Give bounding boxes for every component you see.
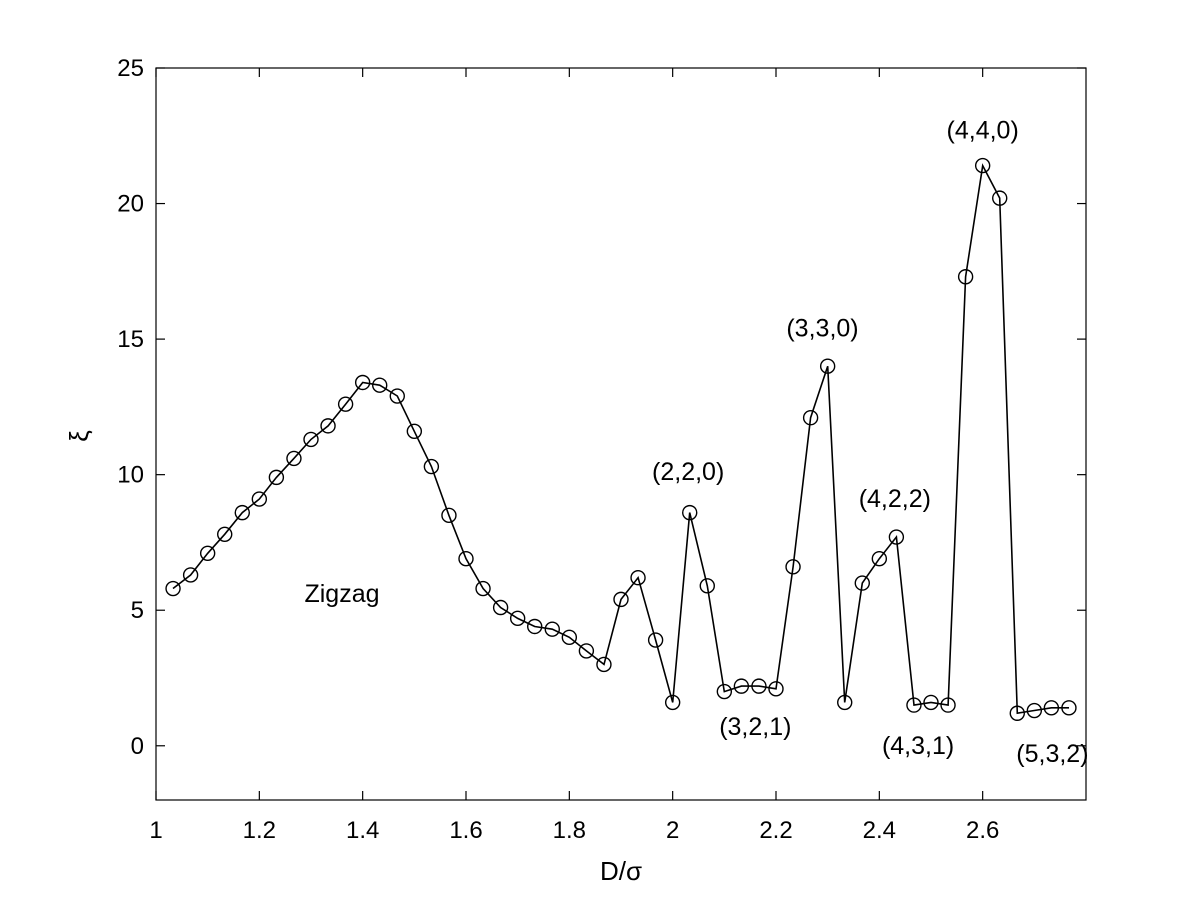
data-point [337,396,354,412]
data-point [682,504,698,521]
data-point [423,458,440,475]
data-point [871,551,888,567]
data-point [630,569,646,586]
data-point [923,694,939,711]
x-tick-label: 2.4 [863,817,896,844]
data-point [819,358,836,374]
data-point [268,469,285,486]
data-point [544,621,560,637]
data-point [389,388,405,404]
data-point [199,545,216,561]
data-point [785,559,801,575]
data-point [509,610,526,627]
data-point [596,656,612,673]
data-point [1043,700,1060,716]
data-point [854,575,870,591]
data-point [165,580,181,597]
data-point [768,681,784,697]
data-point [888,529,905,545]
y-tick-label: 5 [131,597,144,624]
data-point [441,507,457,524]
data-point [354,374,371,391]
data-point [1009,705,1025,721]
annotation-label: (4,4,0) [947,116,1019,144]
data-point [802,410,819,426]
data-point [578,643,595,659]
y-tick-label: 0 [131,733,144,760]
data-point [1026,702,1043,719]
data-point [1061,700,1077,716]
data-point [906,697,922,713]
data-point [940,697,956,713]
data-point [716,683,733,700]
x-tick-label: 2 [666,817,679,844]
annotation-label: (2,2,0) [652,458,724,486]
x-axis-label: D/σ [600,856,642,886]
data-point [613,591,629,608]
data-point [234,504,250,521]
series-points [165,157,1077,721]
data-point [492,599,509,616]
data-point [561,629,578,646]
annotation-label: (4,3,1) [882,732,954,760]
annotation-label: Zigzag [304,580,379,608]
data-point [406,423,423,439]
x-tick-label: 2.2 [759,817,792,844]
x-tick-label: 1 [149,817,162,844]
y-axis-label: ξ [64,430,94,442]
y-tick-label: 20 [117,191,144,218]
annotations: Zigzag (2,2,0) (3,2,1) (3,3,0) (4,2,2) (4,3,1… [304,116,1088,768]
data-point [286,450,302,467]
data-point [664,694,681,711]
x-tick-label: 1.8 [553,817,586,844]
annotation-label: (3,3,0) [786,314,858,342]
axis-ticks [155,67,1086,800]
data-point [957,269,974,285]
annotation-label: (4,2,2) [859,485,931,513]
data-point [320,418,336,434]
data-point [182,567,199,583]
y-tick-label: 25 [117,55,144,82]
x-tick-label: 2.6 [966,817,999,844]
data-point [751,678,767,694]
data-point [475,580,491,597]
data-point [992,190,1008,206]
x-tick-label: 1.2 [243,817,276,844]
data-point [699,578,715,594]
data-point [217,526,233,543]
data-point [458,551,474,567]
annotation-label: (3,2,1) [719,713,791,741]
annotation-label: (5,3,2) [1016,740,1088,768]
data-point [372,377,388,393]
data-point [837,694,853,711]
data-point [527,618,543,635]
series-line [172,163,1069,715]
y-tick-label: 15 [117,326,144,353]
data-point [303,431,319,448]
x-tick-label: 1.4 [346,817,379,844]
data-point [733,678,750,694]
data-point [251,491,268,507]
x-tick-label: 1.6 [449,817,482,844]
axis-tick-labels: 1 1.2 1.4 1.6 1.8 2 2.2 2.4 2.6 0 5 10 15 20 25 [117,55,999,844]
data-point [974,157,991,174]
y-tick-label: 10 [117,462,144,489]
plot-frame [155,67,1087,801]
data-point [647,632,664,648]
